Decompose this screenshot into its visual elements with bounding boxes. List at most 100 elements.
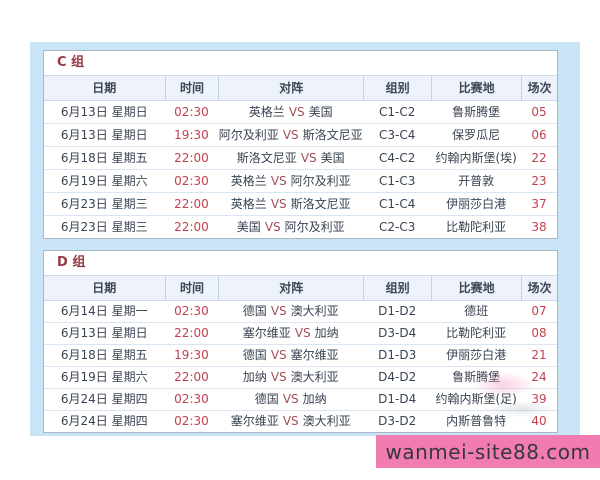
home-team: 塞尔维亚 (242, 326, 291, 340)
date-cell: 6月18日 星期五 (60, 151, 148, 165)
home-team: 阿尔及利亚 (218, 128, 279, 142)
column-header-time: 时间 (164, 76, 219, 100)
group-code-cell: D4-D2 (378, 370, 417, 384)
venue-cell: 鲁斯腾堡 (452, 370, 501, 384)
group-code-cell: C2-C3 (378, 220, 416, 234)
group-d-title-label: D 组 (57, 255, 86, 270)
time-cell: 19:30 (174, 348, 209, 362)
venue-cell: 伊丽莎白港 (446, 348, 507, 362)
date-cell: 6月24日 星期四 (60, 392, 148, 406)
date-cell: 6月13日 星期日 (60, 128, 148, 142)
vs-label: VS (270, 174, 287, 188)
vs-label: VS (282, 392, 299, 406)
venue-cell: 约翰内斯堡(足) (435, 392, 517, 406)
match-cell: 德国 VS 加纳 (218, 389, 363, 410)
column-header-venue: 比赛地 (431, 76, 521, 100)
match-cell: 德国 VS 澳大利亚 (218, 301, 363, 322)
venue-cell: 比勒陀利亚 (446, 326, 507, 340)
match-number-cell: 22 (531, 151, 547, 165)
match-number-cell: 07 (531, 304, 547, 318)
match-number-cell: 24 (531, 370, 547, 384)
away-team: 阿尔及利亚 (284, 220, 345, 234)
vs-label: VS (264, 220, 281, 234)
time-cell: 22:00 (174, 370, 209, 384)
table-row: 6月13日 星期日 02:30 英格兰 VS 美国 C1-C2 鲁斯腾堡 05 (44, 101, 557, 124)
time-cell: 22:00 (174, 326, 209, 340)
group-code-cell: C1-C4 (378, 197, 416, 211)
vs-label: VS (270, 370, 287, 384)
group-code-cell: D3-D2 (378, 414, 417, 428)
column-header-match: 对阵 (218, 76, 363, 100)
table-row: 6月24日 星期四 02:30 塞尔维亚 VS 澳大利亚 D3-D2 内斯普鲁特 4… (44, 411, 557, 432)
time-cell: 02:30 (174, 304, 209, 318)
match-number-cell: 23 (531, 174, 547, 188)
table-row: 6月14日 星期一 02:30 德国 VS 澳大利亚 D1-D2 德班 07 (44, 301, 557, 323)
table-row: 6月19日 星期六 22:00 加纳 VS 澳大利亚 D4-D2 鲁斯腾堡 24 (44, 367, 557, 389)
vs-label: VS (288, 105, 305, 119)
group-code-cell: D1-D4 (378, 392, 417, 406)
match-cell: 德国 VS 塞尔维亚 (218, 345, 363, 366)
column-header-date: 日期 (92, 81, 117, 95)
match-number-cell: 06 (531, 128, 547, 142)
venue-cell: 开普敦 (458, 174, 495, 188)
match-cell: 塞尔维亚 VS 澳大利亚 (218, 411, 363, 432)
home-team: 塞尔维亚 (230, 414, 279, 428)
date-cell: 6月14日 星期一 (60, 304, 148, 318)
group-code-cell: D3-D4 (378, 326, 417, 340)
home-team: 英格兰 (230, 197, 267, 211)
match-cell: 英格兰 VS 阿尔及利亚 (218, 170, 363, 192)
column-header-match: 对阵 (218, 276, 363, 300)
home-team: 德国 (242, 348, 267, 362)
table-row: 6月24日 星期四 02:30 德国 VS 加纳 D1-D4 约翰内斯堡(足) 39 (44, 389, 557, 411)
group-d-header-row: 日期 时间 对阵 组别 比赛地 场次 (44, 276, 557, 301)
group-code-cell: D1-D2 (378, 304, 417, 318)
time-cell: 22:00 (174, 220, 209, 234)
column-header-time: 时间 (164, 276, 219, 300)
table-row: 6月23日 星期三 22:00 英格兰 VS 斯洛文尼亚 C1-C4 伊丽莎白港 3… (44, 193, 557, 216)
group-code-cell: C1-C2 (378, 105, 416, 119)
venue-cell: 比勒陀利亚 (446, 220, 507, 234)
time-cell: 02:30 (174, 105, 209, 119)
match-cell: 美国 VS 阿尔及利亚 (218, 216, 363, 238)
away-team: 美国 (308, 105, 333, 119)
home-team: 美国 (236, 220, 261, 234)
venue-cell: 鲁斯腾堡 (452, 105, 501, 119)
time-cell: 02:30 (174, 414, 209, 428)
date-cell: 6月23日 星期三 (60, 197, 148, 211)
vs-label: VS (300, 151, 317, 165)
date-cell: 6月24日 星期四 (60, 414, 148, 428)
away-team: 加纳 (302, 392, 327, 406)
away-team: 澳大利亚 (290, 370, 339, 384)
table-row: 6月18日 星期五 19:30 德国 VS 塞尔维亚 D1-D3 伊丽莎白港 21 (44, 345, 557, 367)
venue-cell: 约翰内斯堡(埃) (435, 151, 517, 165)
date-cell: 6月13日 星期日 (60, 105, 148, 119)
content-panel: C 组 日期 时间 对阵 组别 比赛地 场次 6月13日 星期日 02:30 英… (30, 42, 580, 436)
time-cell: 19:30 (174, 128, 209, 142)
time-cell: 22:00 (174, 197, 209, 211)
match-cell: 英格兰 VS 美国 (218, 101, 363, 123)
vs-label: VS (270, 304, 287, 318)
group-d-title: D 组 (44, 251, 557, 276)
watermark-banner: wanmei-site88.com (376, 435, 600, 468)
column-header-venue: 比赛地 (431, 276, 521, 300)
group-code-cell: D1-D3 (378, 348, 417, 362)
watermark-text: wanmei-site88.com (385, 439, 591, 464)
match-number-cell: 05 (531, 105, 547, 119)
date-cell: 6月23日 星期三 (60, 220, 148, 234)
match-cell: 阿尔及利亚 VS 斯洛文尼亚 (218, 124, 363, 146)
column-header-no: 场次 (521, 76, 557, 100)
match-number-cell: 21 (531, 348, 547, 362)
vs-label: VS (270, 348, 287, 362)
group-code-cell: C3-C4 (378, 128, 416, 142)
date-cell: 6月13日 星期日 (60, 326, 148, 340)
group-code-cell: C1-C3 (378, 174, 416, 188)
vs-label: VS (294, 326, 311, 340)
table-row: 6月18日 星期五 22:00 斯洛文尼亚 VS 美国 C4-C2 约翰内斯堡(埃)… (44, 147, 557, 170)
table-row: 6月19日 星期六 02:30 英格兰 VS 阿尔及利亚 C1-C3 开普敦 23 (44, 170, 557, 193)
vs-label: VS (282, 414, 299, 428)
group-c-title: C 组 (44, 51, 557, 76)
home-team: 英格兰 (230, 174, 267, 188)
time-cell: 02:30 (174, 392, 209, 406)
group-c-table: C 组 日期 时间 对阵 组别 比赛地 场次 6月13日 星期日 02:30 英… (43, 50, 558, 239)
match-number-cell: 40 (531, 414, 547, 428)
